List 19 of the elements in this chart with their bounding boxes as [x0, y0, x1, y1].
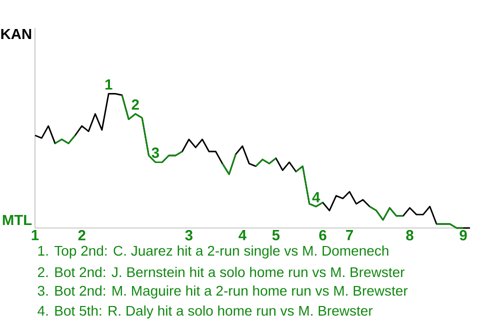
x-tick-label: 9: [460, 230, 467, 240]
text: 2. Bot 2nd: J. Bernstein hit a solo home run vs M. Brewster: [38, 266, 405, 278]
annotation: 4: [312, 192, 320, 202]
x-tick-label: 7: [346, 230, 353, 240]
x-tick-label: 2: [78, 230, 86, 240]
text: KAN: [1, 28, 32, 40]
x-tick-label: 6: [319, 230, 326, 240]
annotation: 3: [152, 148, 160, 158]
x-tick-label: 4: [238, 230, 246, 240]
text: 4. Bot 5th: R. Daly hit a solo home run vs M. Brewster: [38, 305, 373, 319]
text: 3. Bot 2nd: M. Maguire hit a 2-run home run vs M. Brewster: [38, 285, 408, 299]
x-tick-label: 3: [185, 230, 192, 240]
x-tick-label: 5: [272, 230, 280, 240]
x-tick-label: 8: [406, 230, 414, 240]
annotation: 2: [132, 99, 139, 110]
text: 1. Top 2nd: C. Juarez hit a 2-run single vs M. Domenech: [38, 245, 388, 259]
text: MTL: [2, 214, 32, 226]
x-tick-label: 1: [32, 230, 39, 240]
annotation: 1: [105, 79, 112, 90]
